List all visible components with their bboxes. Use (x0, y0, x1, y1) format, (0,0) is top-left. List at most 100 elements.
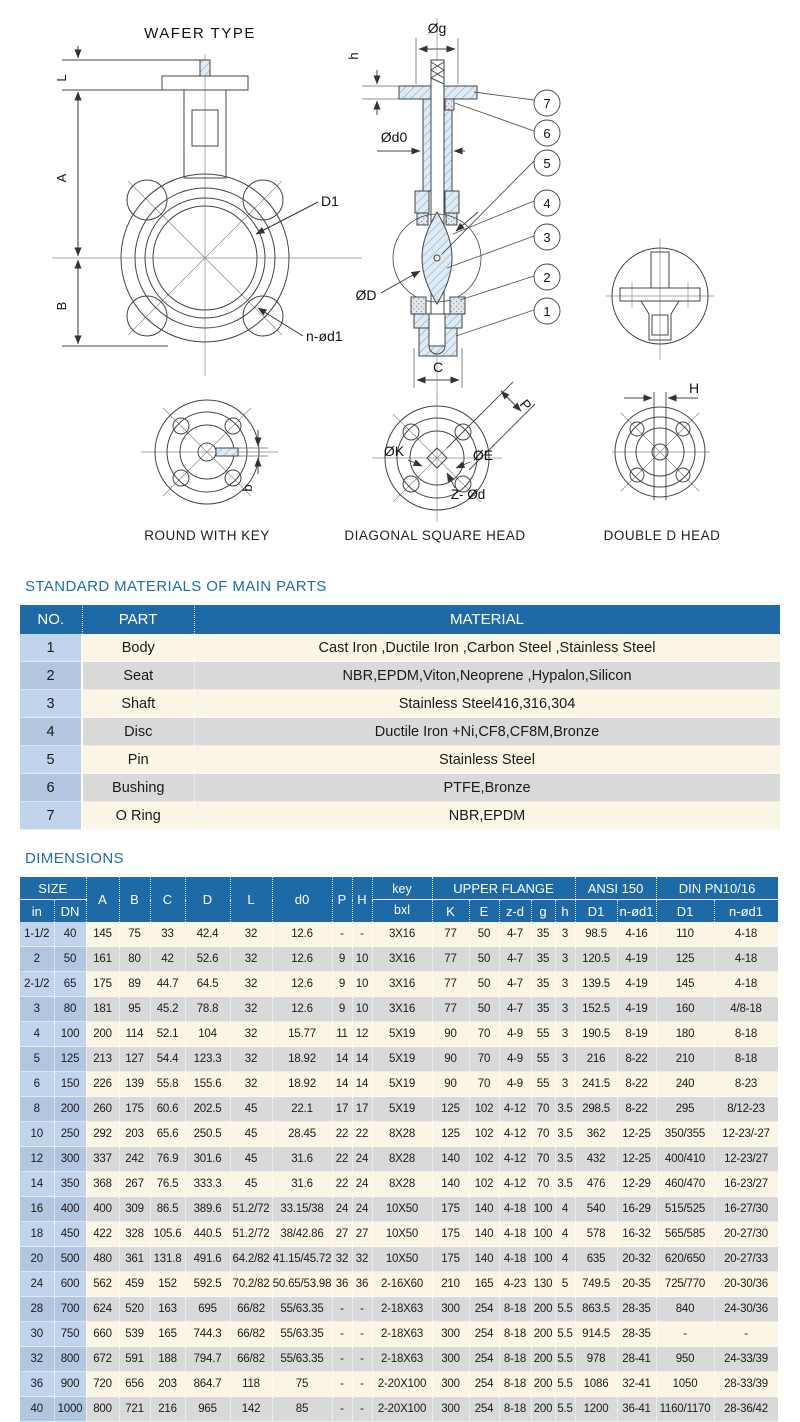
dimension-cell: 27 (352, 1221, 373, 1247)
dimension-cell: 54.4 (150, 1046, 186, 1072)
dimension-cell: 3X16 (372, 922, 433, 947)
dimensions-table-body: 1-1/2 40 145 75 33 42.4 32 12.6- -3X16 77 50 4-7 35 3… (20, 922, 779, 1422)
dimension-cell: 300 (432, 1346, 470, 1372)
dimension-cell: 660 (86, 1321, 120, 1347)
dimension-cell: 9 (332, 946, 353, 972)
dimension-cell: 4-18 (714, 946, 779, 972)
dimension-cell: 90 (432, 1021, 470, 1047)
dimension-cell: 100 (531, 1221, 556, 1247)
dimension-cell: 300 (432, 1396, 470, 1422)
dimension-cell: 794.7 (185, 1346, 231, 1372)
dimension-cell: 28-33/39 (714, 1371, 779, 1397)
dimension-cell: 100 (531, 1196, 556, 1222)
col-size-in: in (20, 899, 55, 922)
materials-cell-no: 5 (20, 745, 83, 774)
shaft-profile-view (606, 238, 714, 360)
materials-row: 4 Disc Ductile Iron +Ni,CF8,CF8M,Bronze (20, 717, 781, 746)
dimension-cell: 3 (555, 922, 576, 947)
dimension-cell: 140 (469, 1221, 500, 1247)
dimension-cell: 300 (432, 1371, 470, 1397)
dimension-cell: 32 (332, 1246, 353, 1272)
dimension-cell: 422 (86, 1221, 120, 1247)
dimension-cell: 145 (86, 922, 120, 947)
dimension-cell: 14 (20, 1171, 55, 1197)
dimensions-row: 6 150 226 139 55.8 155.6 32 18.92 14 14 5X19 90 70 4-… (20, 1071, 779, 1097)
col-din-pn: DIN PN10/16 (656, 877, 779, 900)
dimension-cell: 254 (469, 1371, 500, 1397)
dimension-cell: 725/770 (656, 1271, 715, 1297)
dimension-cell: 200 (531, 1321, 556, 1347)
dimension-cell: 89 (119, 971, 151, 997)
dimension-cell: 125 (432, 1096, 470, 1122)
dimension-cell: 80 (54, 996, 87, 1022)
dimension-cell: 66/82 (230, 1296, 273, 1322)
dimension-cell: 35 (531, 996, 556, 1022)
dimension-cell: 200 (54, 1096, 87, 1122)
dimension-cell: 4-18 (714, 971, 779, 997)
dimension-cell: 70 (531, 1146, 556, 1172)
dimension-cell: 55/63.35 (272, 1346, 333, 1372)
dimension-cell: 28-41 (617, 1346, 657, 1372)
dimension-cell: 24 (20, 1271, 55, 1297)
callout-7: 7 (543, 96, 550, 111)
dimension-cell: 254 (469, 1296, 500, 1322)
dimension-cell: 32-41 (617, 1371, 657, 1397)
dimension-cell: 80 (119, 946, 151, 972)
dimension-cell: - (656, 1321, 715, 1347)
dimension-cell: 4-7 (499, 922, 532, 947)
dimensions-table: SIZE A B C D L d0 P H key bxl UPPER FLAN… (20, 877, 779, 1422)
dimension-cell: 2-18X63 (372, 1346, 433, 1372)
dim-od-label: ØD (356, 287, 377, 303)
dimension-cell: 32 (230, 971, 273, 997)
part-callouts: 7 6 5 4 3 2 1 (441, 89, 561, 337)
dimension-cell: 22.1 (272, 1096, 333, 1122)
dimension-cell: 78.8 (185, 996, 231, 1022)
dimensions-row: 20 500 480 361 131.8 491.6 64.2/82 41.15/45.72 3… (20, 1246, 779, 1272)
col-h: H (352, 877, 373, 922)
diagonal-square-head-view: ØK ØE Z- Ød P (372, 381, 536, 522)
materials-cell-part: Bushing (82, 773, 195, 802)
col-din-d1: D1 (656, 899, 715, 922)
dimension-cell: 210 (656, 1046, 715, 1072)
dimension-cell: 42.4 (185, 922, 231, 947)
col-uf-zd: z-d (499, 899, 532, 922)
valve-drawing-svg: WAFER TYPE (52, 18, 720, 543)
callout-1: 1 (543, 304, 550, 319)
col-uf-k: K (432, 899, 470, 922)
dimension-cell: 254 (469, 1321, 500, 1347)
dimension-cell: 60.6 (150, 1096, 186, 1122)
dimension-cell: 309 (119, 1196, 151, 1222)
dimension-cell: 749.5 (575, 1271, 618, 1297)
dimension-cell: 12.6 (272, 946, 333, 972)
dimension-cell: 31.6 (272, 1146, 333, 1172)
dimension-cell: 12 (352, 1021, 373, 1047)
round-with-key-view: b (141, 399, 278, 505)
dimension-cell: 12 (20, 1146, 55, 1172)
dimension-cell: 28-35 (617, 1321, 657, 1347)
dimension-cell: 50 (469, 996, 500, 1022)
dimension-cell: 4-19 (617, 971, 657, 997)
dimension-cell: 1-1/2 (20, 922, 55, 947)
dimension-cell: 4-18 (499, 1221, 532, 1247)
dimension-cell: 16 (20, 1196, 55, 1222)
dimension-cell: 328 (119, 1221, 151, 1247)
dimension-cell: 539 (119, 1321, 151, 1347)
dimension-cell: 301.6 (185, 1146, 231, 1172)
dimension-cell: 28-36/42 (714, 1396, 779, 1422)
dimension-cell: 3 (20, 996, 55, 1022)
dimension-cell: 30 (20, 1321, 55, 1347)
dimension-cell: 90 (432, 1046, 470, 1072)
dimension-cell: 140 (469, 1196, 500, 1222)
dimension-cell: 32 (230, 996, 273, 1022)
dimension-cell: 8-18 (499, 1396, 532, 1422)
dimension-cell: 188 (150, 1346, 186, 1372)
dimension-cell: 368 (86, 1171, 120, 1197)
dimension-cell: 5X19 (372, 1071, 433, 1097)
materials-header-row: NO. PART MATERIAL (20, 605, 781, 634)
dimension-cell: - (332, 922, 353, 947)
dimension-cell: 216 (150, 1396, 186, 1422)
dimension-cell: 10X50 (372, 1246, 433, 1272)
col-uf-g: g (531, 899, 556, 922)
col-size-dn: DN (54, 899, 87, 922)
dimension-cell: 55.8 (150, 1071, 186, 1097)
